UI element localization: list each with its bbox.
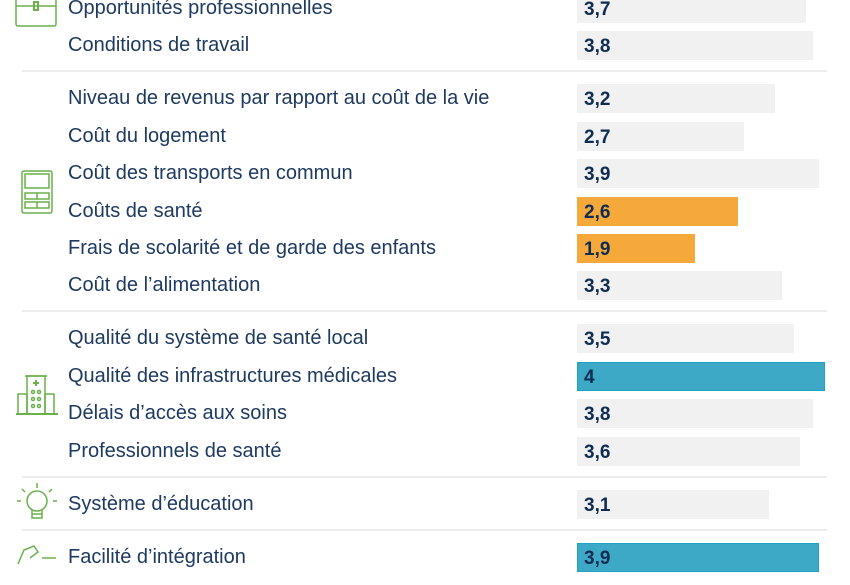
bar (577, 542, 819, 572)
bar (577, 234, 695, 263)
bar-label: Opportunités professionnelles (68, 0, 333, 19)
lightbulb-icon (14, 481, 60, 527)
group-divider (22, 310, 827, 313)
bar-label: Délais d’accès aux soins (68, 402, 287, 425)
bar-label: Coût des transports en commun (68, 162, 353, 185)
bar-value: 3,6 (584, 441, 611, 463)
bar-value: 3,2 (584, 89, 611, 111)
group-divider (22, 528, 827, 531)
bar-value: 3,9 (584, 547, 611, 569)
bar (577, 399, 813, 429)
bar-label: Professionnels de santé (68, 439, 282, 462)
bar-value: 3,8 (584, 36, 611, 58)
calculator-icon (14, 169, 60, 215)
bar-value: 3,8 (584, 404, 611, 426)
bar (577, 361, 825, 391)
bar (577, 84, 776, 114)
bar-value: 2,6 (584, 201, 611, 223)
group-divider (22, 70, 827, 73)
bar (577, 159, 819, 189)
bar-value: 3,3 (584, 276, 611, 298)
bar-value: 3,5 (584, 329, 611, 351)
bar-label: Niveau de revenus par rapport au coût de… (68, 87, 490, 110)
bar-label: Système d’éducation (68, 492, 254, 515)
bar-value: 4 (584, 366, 595, 388)
bar-label: Conditions de travail (68, 34, 250, 57)
bar (577, 324, 794, 354)
bar-value: 3,1 (584, 494, 611, 516)
briefcase-icon (14, 0, 60, 32)
rating-bar-chart: Opportunités professionnelles 3,7 Conditio… (14, 0, 827, 572)
bar (577, 271, 782, 301)
bar (577, 489, 770, 519)
hospital-icon (14, 372, 60, 418)
integration-icon (14, 534, 60, 580)
bar (577, 121, 745, 151)
bar (577, 31, 813, 61)
bar-value: 3,9 (584, 164, 611, 186)
bar-label: Qualité du système de santé local (68, 327, 369, 350)
bar (577, 436, 801, 466)
bar (577, 0, 807, 23)
bar-label: Frais de scolarité et de garde des enfan… (68, 237, 436, 259)
bar-label: Facilité d’intégration (68, 545, 246, 568)
bar-value: 1,9 (584, 239, 611, 260)
bar-label: Qualité des infrastructures médicales (68, 364, 398, 387)
bar-value: 2,7 (584, 126, 611, 148)
bar (577, 196, 739, 226)
bar-label: Coût du logement (68, 124, 226, 147)
group-divider (22, 475, 827, 478)
bar-value: 3,7 (584, 0, 611, 20)
bar-label: Coût de l’alimentation (68, 274, 261, 297)
bar-label: Coûts de santé (68, 199, 203, 222)
